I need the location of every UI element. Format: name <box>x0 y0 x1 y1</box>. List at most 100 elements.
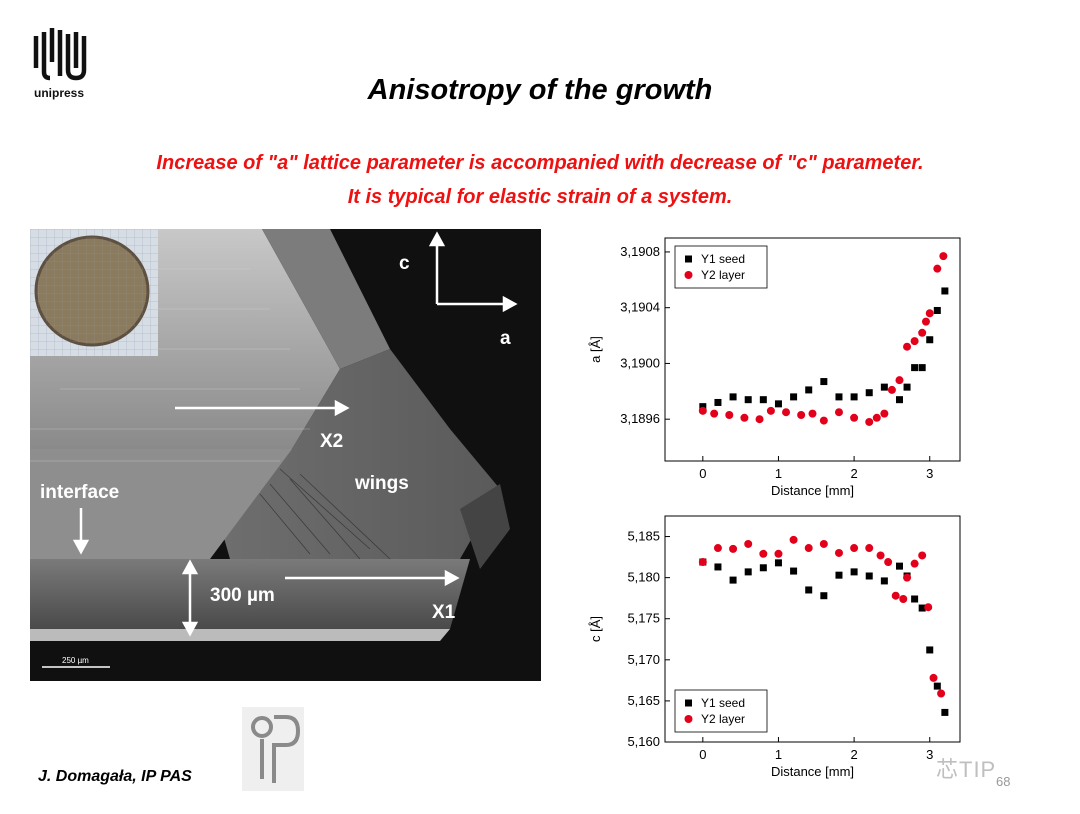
x-axis-label: Distance [mm] <box>771 764 854 779</box>
data-point-y1-seed <box>729 393 737 401</box>
data-point-y2-layer <box>698 406 707 415</box>
data-point-y2-layer <box>891 591 900 600</box>
interface-label: interface <box>40 482 119 503</box>
legend-label: Y1 seed <box>701 252 745 266</box>
data-point-y2-layer <box>903 573 912 582</box>
axis-c-label: c <box>399 253 410 274</box>
thickness-label: 300 µm <box>210 585 275 606</box>
data-point-y2-layer <box>698 558 707 567</box>
legend-box <box>674 245 768 289</box>
data-point-y2-layer <box>789 535 798 544</box>
y-tick-label: 3,1896 <box>620 411 660 426</box>
x1-label: X1 <box>432 602 456 623</box>
x-tick-label: 3 <box>926 466 933 481</box>
data-point-y2-layer <box>918 551 927 560</box>
data-point-y2-layer <box>819 416 828 425</box>
data-point-y1-seed <box>895 396 903 404</box>
data-point-y2-layer <box>939 252 948 261</box>
data-point-y1-seed <box>699 403 707 411</box>
data-point-y2-layer <box>918 328 927 337</box>
data-point-y1-seed <box>805 386 813 394</box>
x-tick-label: 0 <box>699 466 706 481</box>
watermark: 芯TIP <box>936 757 997 782</box>
data-point-y1-seed <box>729 576 737 584</box>
chart-c-svg: 0 1 2 3 5,160 5,165 5,170 5,175 5,180 5,185 Distan… <box>588 515 961 779</box>
data-point-y1-seed <box>759 564 767 572</box>
y-axis-label: c [Å] <box>588 616 603 642</box>
scale-bar-label: 250 µm <box>62 656 89 665</box>
sem-micrograph: c a X2 wings interface 300 µm X1 250 µm <box>30 229 541 681</box>
data-point-y2-layer <box>725 411 734 420</box>
y-tick-label: 5,175 <box>627 611 660 626</box>
plot-frame <box>664 237 961 462</box>
data-point-y2-layer <box>865 544 874 553</box>
data-point-y1-seed <box>926 646 934 654</box>
data-point-y1-seed <box>918 364 926 372</box>
data-point-y2-layer <box>759 549 768 558</box>
unipress-logo <box>33 28 87 81</box>
data-point-y2-layer <box>834 408 843 417</box>
legend-box <box>674 689 768 733</box>
x-tick-label: 1 <box>775 747 782 762</box>
y-tick-label: 5,185 <box>627 529 660 544</box>
data-point-y1-seed <box>714 398 722 406</box>
chart-c-parameter: 0 1 2 3 5,160 5,165 5,170 5,175 5,180 5,185 Distan… <box>580 510 980 788</box>
data-point-y2-layer <box>710 409 719 418</box>
data-point-y2-layer <box>933 264 942 273</box>
data-point-y2-layer <box>713 544 722 553</box>
y-tick-label: 5,170 <box>627 652 660 667</box>
data-point-y2-layer <box>924 603 933 612</box>
legend-label: Y2 layer <box>701 712 745 726</box>
subtitle-line-2: It is typical for elastic strain of a sy… <box>347 186 733 208</box>
data-point-y1-seed <box>926 336 934 344</box>
data-point-y2-layer <box>766 406 775 415</box>
data-point-y1-seed <box>744 396 752 404</box>
data-point-y1-seed <box>835 393 843 401</box>
data-point-y2-layer <box>774 549 783 558</box>
data-point-y1-seed <box>759 396 767 404</box>
legend-marker-y2-layer <box>684 715 693 723</box>
data-point-y2-layer <box>880 409 889 418</box>
legend-marker-y1-seed <box>685 699 692 707</box>
data-point-y2-layer <box>834 548 843 557</box>
data-point-y2-layer <box>865 417 874 426</box>
data-point-y2-layer <box>910 559 919 568</box>
data-point-y2-layer <box>876 551 885 560</box>
x2-label: X2 <box>320 431 343 452</box>
data-point-y1-seed <box>835 571 843 579</box>
data-point-y1-seed <box>941 708 949 716</box>
data-point-y1-seed <box>714 563 722 571</box>
data-point-y2-layer <box>903 342 912 351</box>
y-tick-label: 3,1904 <box>620 300 660 315</box>
y-tick-label: 5,160 <box>627 734 660 749</box>
data-point-y2-layer <box>797 411 806 420</box>
wings-label: wings <box>354 473 409 494</box>
data-point-y1-seed <box>865 389 873 397</box>
x-tick-label: 1 <box>775 466 782 481</box>
y-tick-label: 5,165 <box>627 693 660 708</box>
data-point-y2-layer <box>899 595 908 604</box>
data-point-y2-layer <box>850 544 859 553</box>
x-axis-label: Distance [mm] <box>771 483 854 498</box>
data-point-y1-seed <box>911 595 919 603</box>
ip-pas-logo <box>242 707 304 791</box>
y-tick-label: 5,180 <box>627 570 660 585</box>
data-point-y2-layer <box>804 544 813 553</box>
plot-frame <box>664 515 961 743</box>
data-point-y1-seed <box>895 562 903 570</box>
data-point-y1-seed <box>805 586 813 594</box>
data-point-y1-seed <box>790 393 798 401</box>
x-tick-label: 0 <box>699 747 706 762</box>
data-point-y1-seed <box>865 572 873 580</box>
data-point-y2-layer <box>895 376 904 385</box>
slide-title: Anisotropy of the growth <box>367 74 713 106</box>
data-point-y2-layer <box>887 385 896 394</box>
data-point-y1-seed <box>903 383 911 391</box>
data-point-y2-layer <box>850 413 859 422</box>
logo-wordmark: unipress <box>34 86 85 100</box>
legend-marker-y1-seed <box>685 255 692 263</box>
legend-label: Y1 seed <box>701 696 745 710</box>
data-point-y1-seed <box>790 567 798 575</box>
data-point-y1-seed <box>880 383 888 391</box>
data-point-y2-layer <box>921 317 930 326</box>
